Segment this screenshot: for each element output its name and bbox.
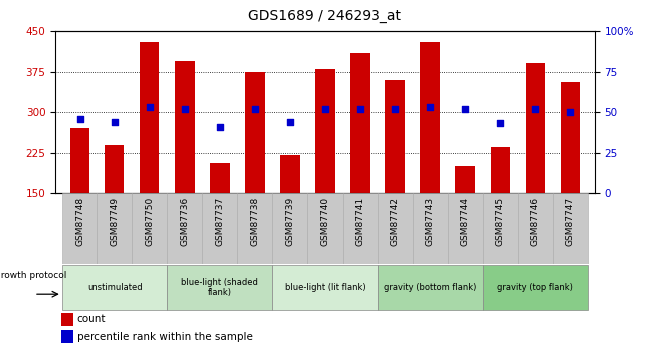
Bar [105,145,124,193]
Bar [167,265,272,309]
Bar [517,193,552,264]
Text: growth protocol: growth protocol [0,271,66,280]
Bar [307,193,343,264]
Point [425,105,436,110]
Text: GSM87741: GSM87741 [356,197,365,246]
Bar [378,193,413,264]
Point [390,106,400,112]
Bar [62,193,98,264]
Bar [202,193,237,264]
Text: GSM87746: GSM87746 [530,197,540,246]
Bar [483,265,588,309]
Text: count: count [77,315,107,324]
Point [460,106,471,112]
Text: GSM87743: GSM87743 [426,197,435,246]
Bar [350,53,370,193]
Point [565,109,575,115]
Text: GSM87749: GSM87749 [111,197,120,246]
Bar [552,193,588,264]
Bar [343,193,378,264]
Text: GSM87738: GSM87738 [250,197,259,246]
Bar [167,193,202,264]
Bar [62,265,167,309]
Point [355,106,365,112]
Bar [413,193,448,264]
Bar [448,193,483,264]
Bar [385,80,405,193]
Point [530,106,540,112]
Bar [133,193,167,264]
Text: GSM87740: GSM87740 [320,197,330,246]
Point [495,121,505,126]
Text: percentile rank within the sample: percentile rank within the sample [77,332,253,342]
Bar [98,193,133,264]
Bar [526,63,545,193]
Bar [560,82,580,193]
Text: GSM87748: GSM87748 [75,197,84,246]
Text: GSM87737: GSM87737 [215,197,224,246]
Text: GSM87750: GSM87750 [146,197,154,246]
Point [75,116,85,121]
Text: GSM87742: GSM87742 [391,197,400,246]
Bar [70,128,90,193]
Text: unstimulated: unstimulated [87,283,142,292]
Bar [60,313,73,326]
Bar [280,155,300,193]
Text: GDS1689 / 246293_at: GDS1689 / 246293_at [248,9,402,23]
Point [110,119,120,125]
Text: blue-light (shaded
flank): blue-light (shaded flank) [181,277,258,297]
Bar [272,193,307,264]
Bar [210,164,229,193]
Bar [421,42,440,193]
Bar [491,147,510,193]
Point [214,124,225,129]
Bar [176,61,194,193]
Point [179,106,190,112]
Text: gravity (top flank): gravity (top flank) [497,283,573,292]
Point [320,106,330,112]
Text: blue-light (lit flank): blue-light (lit flank) [285,283,365,292]
Bar [456,166,474,193]
Text: GSM87736: GSM87736 [180,197,189,246]
Point [285,119,295,125]
Bar [245,71,265,193]
Text: GSM87747: GSM87747 [566,197,575,246]
Bar [272,265,378,309]
Point [145,105,155,110]
Bar [315,69,335,193]
Bar [237,193,272,264]
Point [250,106,260,112]
Text: gravity (bottom flank): gravity (bottom flank) [384,283,476,292]
Bar [60,330,73,343]
Bar [483,193,517,264]
Text: GSM87744: GSM87744 [461,197,470,246]
Text: GSM87745: GSM87745 [496,197,504,246]
Text: GSM87739: GSM87739 [285,197,294,246]
Bar [378,265,483,309]
Bar [140,42,159,193]
